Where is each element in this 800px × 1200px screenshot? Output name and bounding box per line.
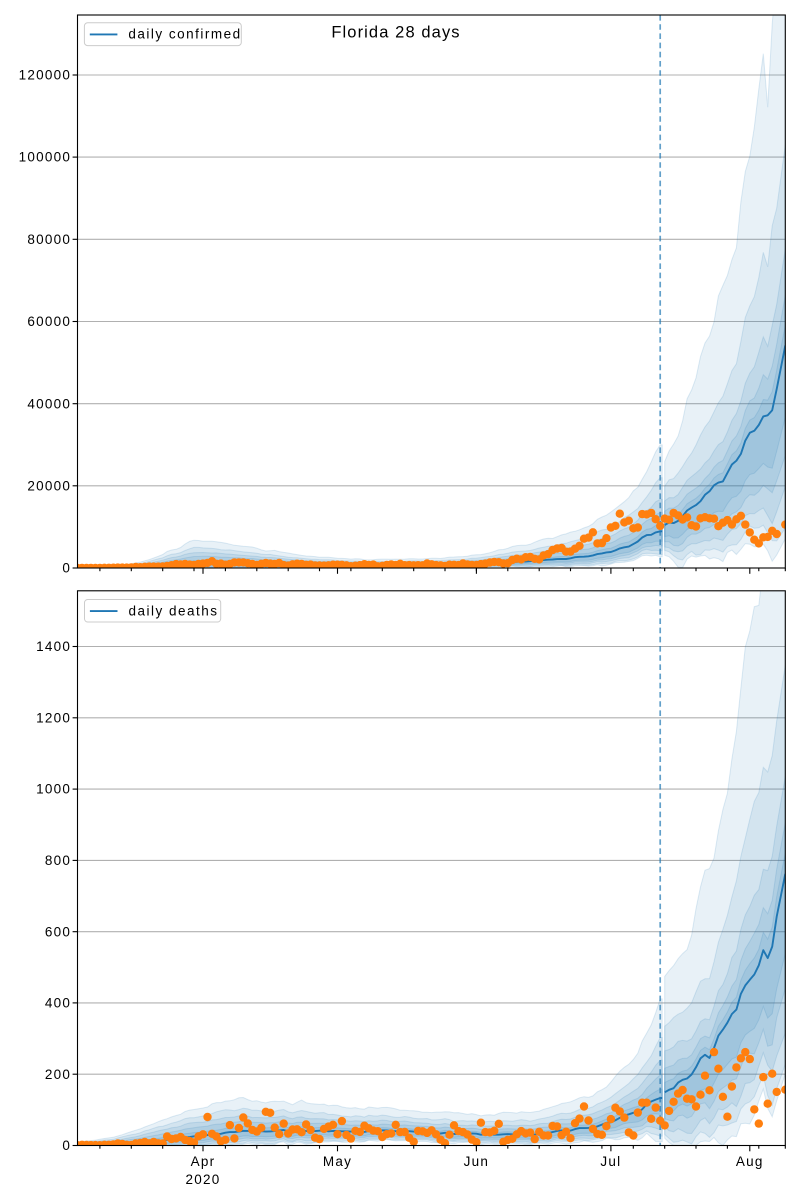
svg-text:1400: 1400 (36, 639, 71, 654)
svg-text:daily confirmed: daily confirmed (128, 27, 241, 42)
svg-text:Jul: Jul (600, 1154, 621, 1169)
svg-text:100000: 100000 (19, 150, 72, 165)
svg-text:Aug: Aug (736, 1154, 764, 1169)
svg-text:800: 800 (45, 853, 71, 868)
svg-text:40000: 40000 (27, 396, 71, 411)
svg-text:0: 0 (62, 561, 71, 576)
svg-text:1000: 1000 (36, 782, 71, 797)
svg-text:120000: 120000 (19, 68, 72, 83)
svg-text:200: 200 (45, 1067, 71, 1082)
svg-text:60000: 60000 (27, 314, 71, 329)
svg-text:1200: 1200 (36, 710, 71, 725)
svg-text:0: 0 (62, 1138, 71, 1153)
svg-text:400: 400 (45, 996, 71, 1011)
svg-text:80000: 80000 (27, 232, 71, 247)
svg-text:600: 600 (45, 924, 71, 939)
svg-text:Jun: Jun (464, 1154, 490, 1169)
svg-text:May: May (323, 1154, 352, 1169)
svg-text:Apr: Apr (191, 1154, 216, 1169)
svg-text:20000: 20000 (27, 478, 71, 493)
svg-text:daily deaths: daily deaths (129, 603, 219, 618)
svg-text:2020: 2020 (185, 1172, 220, 1187)
svg-text:Florida 28 days: Florida 28 days (331, 24, 460, 42)
